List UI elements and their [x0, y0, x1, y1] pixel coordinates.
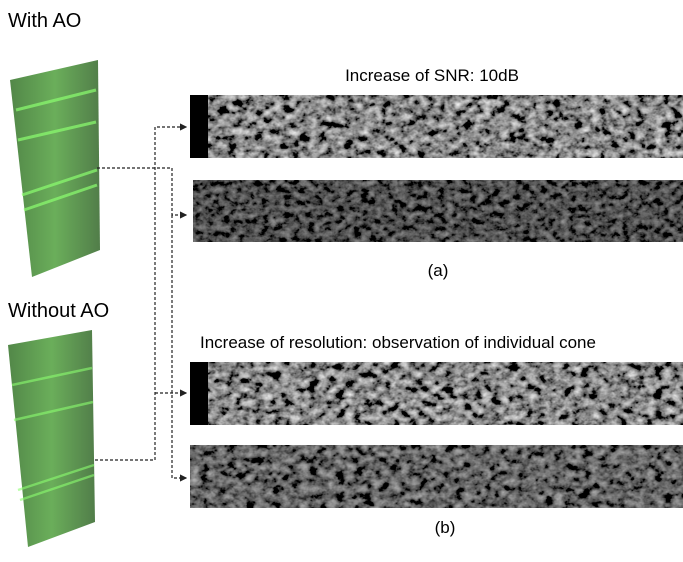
slab-with-ao: [10, 60, 100, 277]
image-panel-texture: [193, 180, 683, 242]
connector: [95, 123, 188, 461]
image-panel-texture: [208, 95, 683, 158]
caption: (b): [435, 518, 456, 537]
image-panel-texture: [208, 362, 683, 425]
connector: [97, 167, 188, 219]
slab-without-ao: [8, 330, 95, 547]
caption: (a): [428, 261, 449, 280]
image-panel-texture: [190, 445, 683, 508]
group-title: Increase of SNR: 10dB: [345, 66, 519, 85]
label-without-ao: Without AO: [8, 300, 109, 322]
group-title: Increase of resolution: observation of i…: [200, 333, 596, 352]
label-with-ao: With AO: [8, 10, 81, 32]
connector: [171, 215, 188, 482]
